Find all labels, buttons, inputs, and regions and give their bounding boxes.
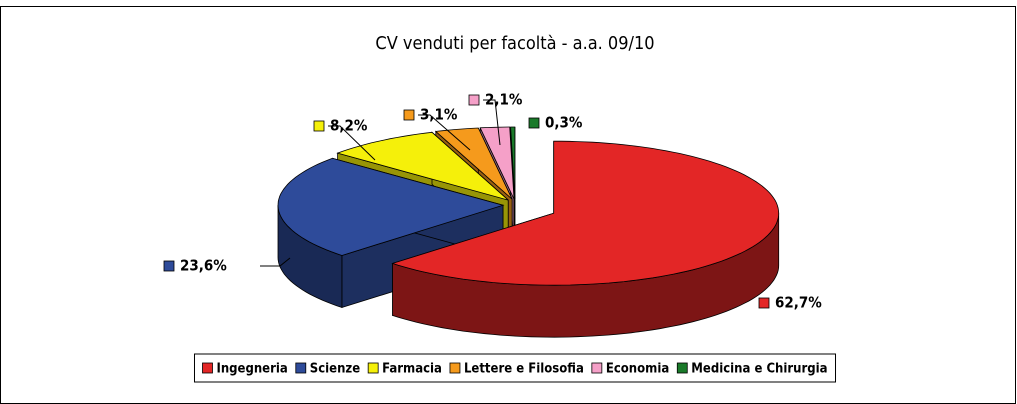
leader-line bbox=[328, 125, 376, 161]
label-swatch bbox=[528, 117, 540, 129]
data-label: 2,1% bbox=[485, 91, 523, 109]
legend-label: Medicina e Chirurgia bbox=[691, 362, 827, 377]
data-label: 0,3% bbox=[545, 114, 583, 132]
legend-swatch bbox=[367, 362, 379, 374]
data-label: 3,1% bbox=[420, 106, 458, 124]
slice bbox=[479, 126, 515, 200]
legend-label: Farmacia bbox=[382, 362, 442, 377]
legend-label: Lettere e Filosofia bbox=[464, 362, 584, 377]
data-label: 8,2% bbox=[330, 117, 368, 135]
data-label: 62,7% bbox=[775, 294, 822, 312]
slice bbox=[510, 126, 516, 200]
label-swatch bbox=[468, 94, 480, 106]
data-label: 23,6% bbox=[180, 257, 227, 275]
label-swatch bbox=[313, 120, 325, 132]
legend-label: Scienze bbox=[310, 362, 360, 377]
legend-swatch bbox=[591, 362, 603, 374]
slice bbox=[336, 131, 509, 201]
slice bbox=[391, 140, 780, 286]
leader-line bbox=[418, 114, 471, 151]
legend-swatch bbox=[676, 362, 688, 374]
legend: Ingegneria Scienze Farmacia Lettere e Filos… bbox=[193, 353, 837, 383]
slice bbox=[277, 157, 505, 256]
legend-swatch bbox=[449, 362, 461, 374]
slice bbox=[434, 127, 513, 200]
legend-label: Ingegneria bbox=[216, 362, 287, 377]
leader-line bbox=[260, 257, 291, 267]
label-swatch bbox=[758, 297, 770, 309]
legend-swatch bbox=[295, 362, 307, 374]
leader-line bbox=[483, 99, 501, 146]
chart-title: CV venduti per facoltà - a.a. 09/10 bbox=[375, 33, 654, 54]
label-swatch bbox=[163, 260, 175, 272]
legend-swatch bbox=[202, 362, 213, 374]
legend-label: Economia bbox=[606, 362, 669, 377]
label-swatch bbox=[403, 109, 415, 121]
